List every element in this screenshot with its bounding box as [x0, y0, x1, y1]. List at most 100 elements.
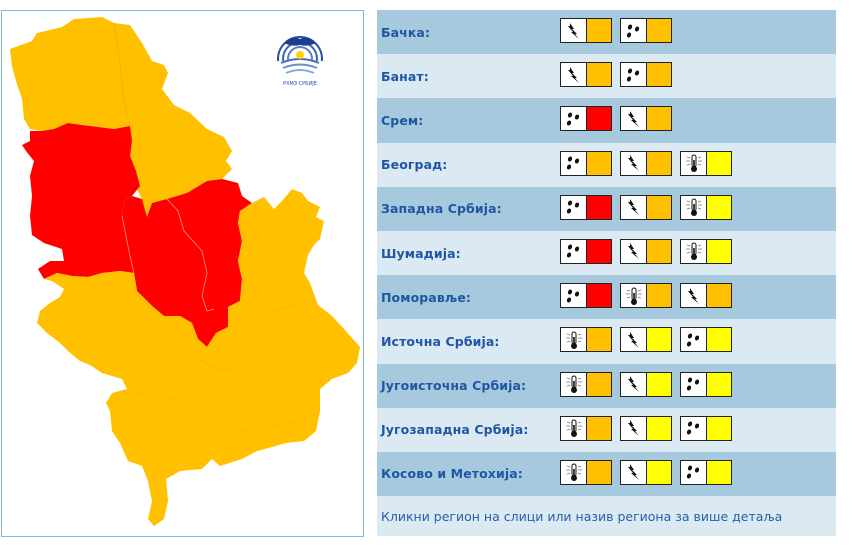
region-label[interactable]: Бачка:	[381, 24, 431, 40]
warning-level-swatch	[647, 151, 671, 175]
storm-icon	[621, 328, 647, 352]
storm-icon	[621, 151, 647, 175]
warning-badge[interactable]	[620, 459, 672, 485]
heat-icon	[561, 460, 587, 484]
rain-icon	[561, 284, 587, 308]
storm-icon	[681, 284, 707, 308]
warning-level-swatch	[587, 372, 611, 396]
warning-badge[interactable]	[620, 371, 672, 397]
warning-badge[interactable]	[620, 150, 672, 176]
warning-level-swatch	[587, 460, 611, 484]
warning-badge[interactable]	[680, 459, 732, 485]
warning-badge[interactable]	[680, 327, 732, 353]
rain-icon	[561, 151, 587, 175]
warning-level-swatch	[587, 19, 611, 42]
warning-level-swatch	[587, 239, 611, 263]
warning-level-swatch	[587, 416, 611, 440]
warning-level-swatch	[707, 239, 731, 263]
warning-level-swatch	[707, 460, 731, 484]
region-row[interactable]: Бачка:	[377, 10, 836, 55]
warning-badge[interactable]	[680, 194, 732, 220]
region-label[interactable]: Косово и Метохија:	[381, 466, 523, 482]
rain-icon	[561, 239, 587, 263]
storm-icon	[621, 460, 647, 484]
warning-badge[interactable]	[620, 62, 672, 88]
warning-badges	[560, 194, 732, 220]
region-label[interactable]: Поморавље:	[381, 289, 472, 305]
footer-hint-text: Кликни регион на слици или назив региона…	[381, 508, 783, 524]
region-row[interactable]: Западна Србија:	[377, 186, 836, 231]
warning-level-swatch	[647, 460, 671, 484]
warning-level-swatch	[707, 416, 731, 440]
heat-icon	[561, 372, 587, 396]
warning-badge[interactable]	[620, 283, 672, 309]
warning-badge[interactable]	[560, 415, 612, 441]
region-row[interactable]: Југоисточна Србија:	[377, 363, 836, 408]
map-region-backa[interactable]	[10, 17, 130, 131]
warning-badge[interactable]	[620, 415, 672, 441]
warning-badge[interactable]	[560, 238, 612, 264]
rain-icon	[681, 460, 707, 484]
map-region-sumadija[interactable]	[122, 179, 252, 347]
warning-badge[interactable]	[620, 106, 672, 132]
warning-badge[interactable]	[680, 150, 732, 176]
region-row[interactable]: Београд:	[377, 142, 836, 187]
storm-icon	[621, 107, 647, 131]
warning-badge[interactable]	[680, 283, 732, 309]
rain-icon	[681, 328, 707, 352]
storm-icon	[621, 239, 647, 263]
warning-level-swatch	[587, 195, 611, 219]
svg-text:РХМЗ СРБИЈЕ: РХМЗ СРБИЈЕ	[283, 81, 317, 87]
footer-hint: Кликни регион на слици или назив региона…	[377, 496, 836, 537]
warning-badge[interactable]	[560, 194, 612, 220]
region-label[interactable]: Југоисточна Србија:	[381, 378, 527, 394]
region-row[interactable]: Косово и Метохија:	[377, 451, 836, 497]
rain-icon	[561, 107, 587, 131]
heat-icon	[681, 151, 707, 175]
region-label[interactable]: Београд:	[381, 157, 448, 173]
heat-icon	[681, 195, 707, 219]
map-region-zapadna-srbija[interactable]	[22, 123, 140, 279]
region-label[interactable]: Западна Србија:	[381, 201, 502, 217]
region-label[interactable]: Срем:	[381, 112, 424, 128]
region-row[interactable]: Југозападна Србија:	[377, 407, 836, 452]
warning-badge[interactable]	[680, 371, 732, 397]
warning-level-swatch	[647, 328, 671, 352]
map-region-banat[interactable]	[114, 23, 232, 217]
region-row[interactable]: Поморавље:	[377, 275, 836, 320]
region-label[interactable]: Источна Србија:	[381, 333, 500, 349]
rain-icon	[621, 19, 647, 42]
warning-badge[interactable]	[620, 18, 672, 43]
warning-badge[interactable]	[620, 327, 672, 353]
warning-badge[interactable]	[560, 62, 612, 88]
region-label[interactable]: Шумадија:	[381, 245, 461, 261]
warning-level-swatch	[587, 107, 611, 131]
warning-badge[interactable]	[620, 238, 672, 264]
region-row[interactable]: Банат:	[377, 54, 836, 99]
region-row[interactable]: Шумадија:	[377, 230, 836, 276]
warning-badge[interactable]	[560, 106, 612, 132]
warning-badge[interactable]	[560, 327, 612, 353]
warning-badge[interactable]	[560, 371, 612, 397]
warning-map: РХМЗ СРБИЈЕ	[1, 10, 364, 537]
storm-icon	[561, 19, 587, 42]
warning-level-swatch	[647, 372, 671, 396]
warning-badge[interactable]	[620, 194, 672, 220]
warning-badges	[560, 283, 732, 309]
warning-badge[interactable]	[560, 18, 612, 43]
region-row[interactable]: Источна Србија:	[377, 319, 836, 364]
region-label[interactable]: Југозападна Србија:	[381, 422, 529, 438]
map-region-south[interactable]	[37, 189, 360, 526]
warning-badge[interactable]	[680, 238, 732, 264]
warning-badge[interactable]	[560, 150, 612, 176]
warning-level-swatch	[707, 195, 731, 219]
warning-badge[interactable]	[560, 459, 612, 485]
warning-level-swatch	[647, 63, 671, 87]
warning-level-swatch	[647, 239, 671, 263]
storm-icon	[621, 195, 647, 219]
warning-badge[interactable]	[680, 415, 732, 441]
warning-badge[interactable]	[560, 283, 612, 309]
warning-level-swatch	[707, 328, 731, 352]
region-row[interactable]: Срем:	[377, 98, 836, 143]
region-label[interactable]: Банат:	[381, 68, 429, 84]
